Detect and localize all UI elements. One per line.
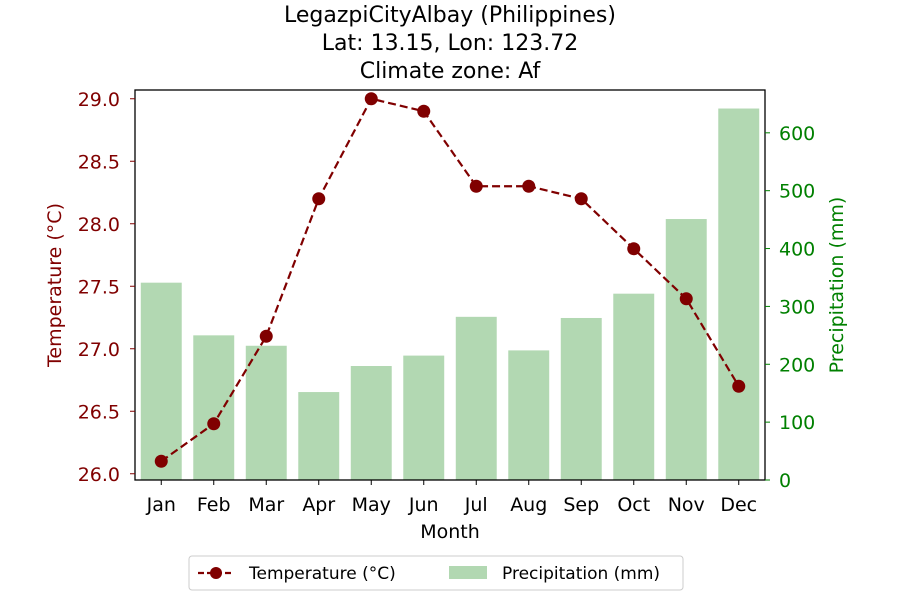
temperature-line [154, 92, 746, 468]
x-tick-label-jul: Jul [464, 494, 488, 516]
x-tick-label-aug: Aug [510, 494, 547, 516]
y-right-tick-label: 100 [779, 412, 815, 434]
y-right-tick-label: 200 [779, 354, 815, 376]
y-left-tick-label: 29.0 [78, 89, 120, 111]
precipitation-bar-aug [508, 350, 550, 480]
precipitation-bar-sep [560, 317, 602, 480]
legend-precipitation-swatch [449, 566, 487, 579]
precipitation-bar-jul [455, 316, 497, 480]
temperature-point-may [364, 92, 378, 106]
temperature-point-feb [207, 417, 221, 431]
legend: Temperature (°C) Precipitation (mm) [188, 555, 684, 591]
x-axis-label: Month [420, 521, 480, 543]
precipitation-bar-oct [613, 293, 655, 480]
temperature-point-nov [679, 292, 693, 306]
y-right-tick-label: 400 [779, 239, 815, 261]
temperature-line-path [160, 97, 740, 463]
legend-precipitation-label: Precipitation (mm) [502, 564, 660, 584]
x-tick-label-sep: Sep [563, 494, 599, 516]
x-tick-label-feb: Feb [197, 494, 231, 516]
temperature-point-sep [574, 192, 588, 206]
temperature-point-apr [312, 192, 326, 206]
x-tick-label-dec: Dec [720, 494, 757, 516]
temperature-point-mar [259, 329, 273, 343]
precipitation-bar-nov [665, 219, 707, 480]
y-axis-left: 26.0 26.5 27.0 27.5 28.0 28.5 29.0 [78, 89, 135, 486]
chart-title-line-3: Climate zone: Af [360, 59, 542, 84]
x-tick-label-oct: Oct [617, 494, 650, 516]
chart-title-line-2: Lat: 13.15, Lon: 123.72 [322, 31, 578, 56]
temperature-point-oct [627, 242, 641, 256]
y-left-tick-label: 28.0 [78, 214, 120, 236]
x-tick-label-nov: Nov [668, 494, 705, 516]
y-right-tick-label: 600 [779, 123, 815, 145]
temperature-point-jul [469, 179, 483, 193]
y-axis-right-label: Precipitation (mm) [826, 197, 848, 374]
x-tick-label-may: May [352, 494, 391, 516]
chart-title: LegazpiCityAlbay (Philippines) Lat: 13.1… [284, 3, 616, 84]
y-right-tick-label: 500 [779, 181, 815, 203]
legend-temperature-label: Temperature (°C) [248, 564, 396, 584]
precipitation-bar-may [350, 366, 392, 480]
y-axis-right: 0 100 200 300 400 500 600 [765, 123, 815, 492]
legend-box [188, 555, 684, 591]
legend-temperature-swatch-marker [210, 567, 222, 579]
y-right-tick-label: 0 [779, 470, 791, 492]
y-left-tick-label: 26.5 [78, 401, 120, 423]
x-tick-label-jun: Jun [408, 494, 439, 516]
temperature-point-dec [732, 379, 746, 393]
x-tick-label-jan: Jan [146, 494, 176, 516]
y-axis-left-label: Temperature (°C) [44, 203, 66, 368]
temperature-point-jan [154, 454, 168, 468]
y-left-tick-label: 27.5 [78, 276, 120, 298]
y-right-tick-label: 300 [779, 296, 815, 318]
precipitation-bars [140, 108, 760, 480]
precipitation-bar-dec [718, 108, 760, 480]
precipitation-bar-jan [140, 282, 182, 480]
precipitation-bar-jun [403, 355, 445, 480]
precipitation-bar-apr [298, 392, 340, 480]
y-left-tick-label: 28.5 [78, 151, 120, 173]
x-tick-label-mar: Mar [248, 494, 284, 516]
temperature-point-aug [522, 179, 536, 193]
y-left-tick-label: 27.0 [78, 339, 120, 361]
temperature-point-jun [417, 104, 431, 118]
precipitation-bar-mar [245, 345, 287, 480]
plot-frame [134, 89, 766, 481]
x-tick-label-apr: Apr [302, 494, 335, 516]
precipitation-bar-feb [193, 335, 235, 480]
chart-title-line-1: LegazpiCityAlbay (Philippines) [284, 3, 616, 28]
y-left-tick-label: 26.0 [78, 464, 120, 486]
x-axis: Jan Feb Mar Apr May Jun Jul Aug Sep Oct Nov Dec [146, 480, 757, 516]
